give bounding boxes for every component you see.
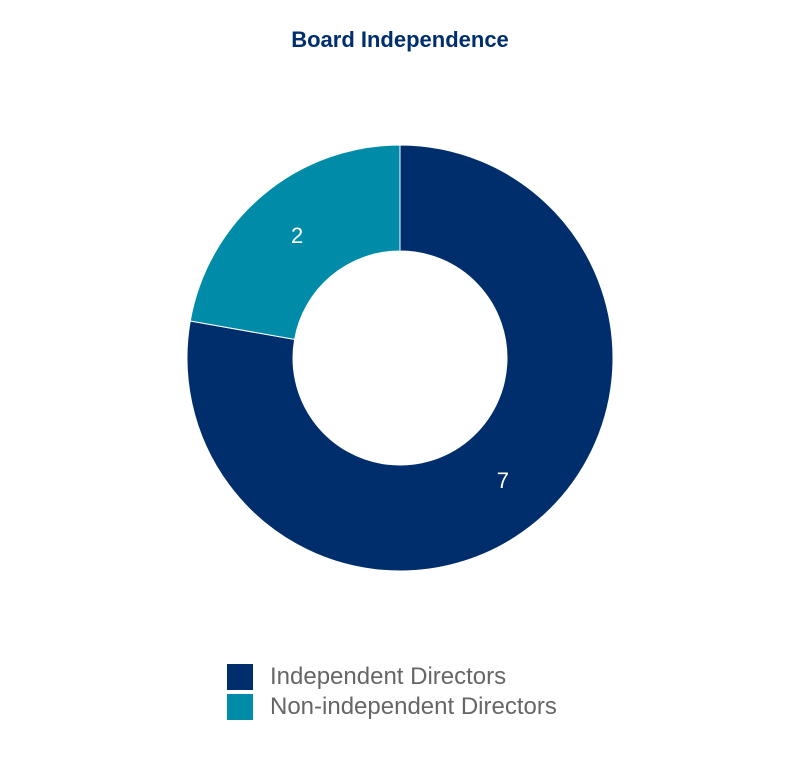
- chart-title: Board Independence: [291, 27, 509, 52]
- donut-slice-0[interactable]: [186, 144, 614, 572]
- legend-swatch: [227, 694, 253, 720]
- legend-item-independent[interactable]: Independent Directors: [227, 662, 557, 692]
- data-label-1: 2: [291, 223, 303, 248]
- data-label-0: 7: [497, 468, 509, 493]
- donut-slices: [186, 144, 614, 572]
- chart-legend: Independent Directors Non-independent Di…: [227, 662, 557, 722]
- legend-label: Non-independent Directors: [270, 693, 557, 720]
- donut-chart: 72: [186, 144, 614, 572]
- legend-swatch: [227, 664, 253, 690]
- legend-label: Independent Directors: [270, 663, 507, 690]
- donut-slice-1[interactable]: [189, 144, 401, 340]
- donut-data-labels: 72: [291, 223, 509, 493]
- legend-item-non-independent[interactable]: Non-independent Directors: [227, 692, 557, 722]
